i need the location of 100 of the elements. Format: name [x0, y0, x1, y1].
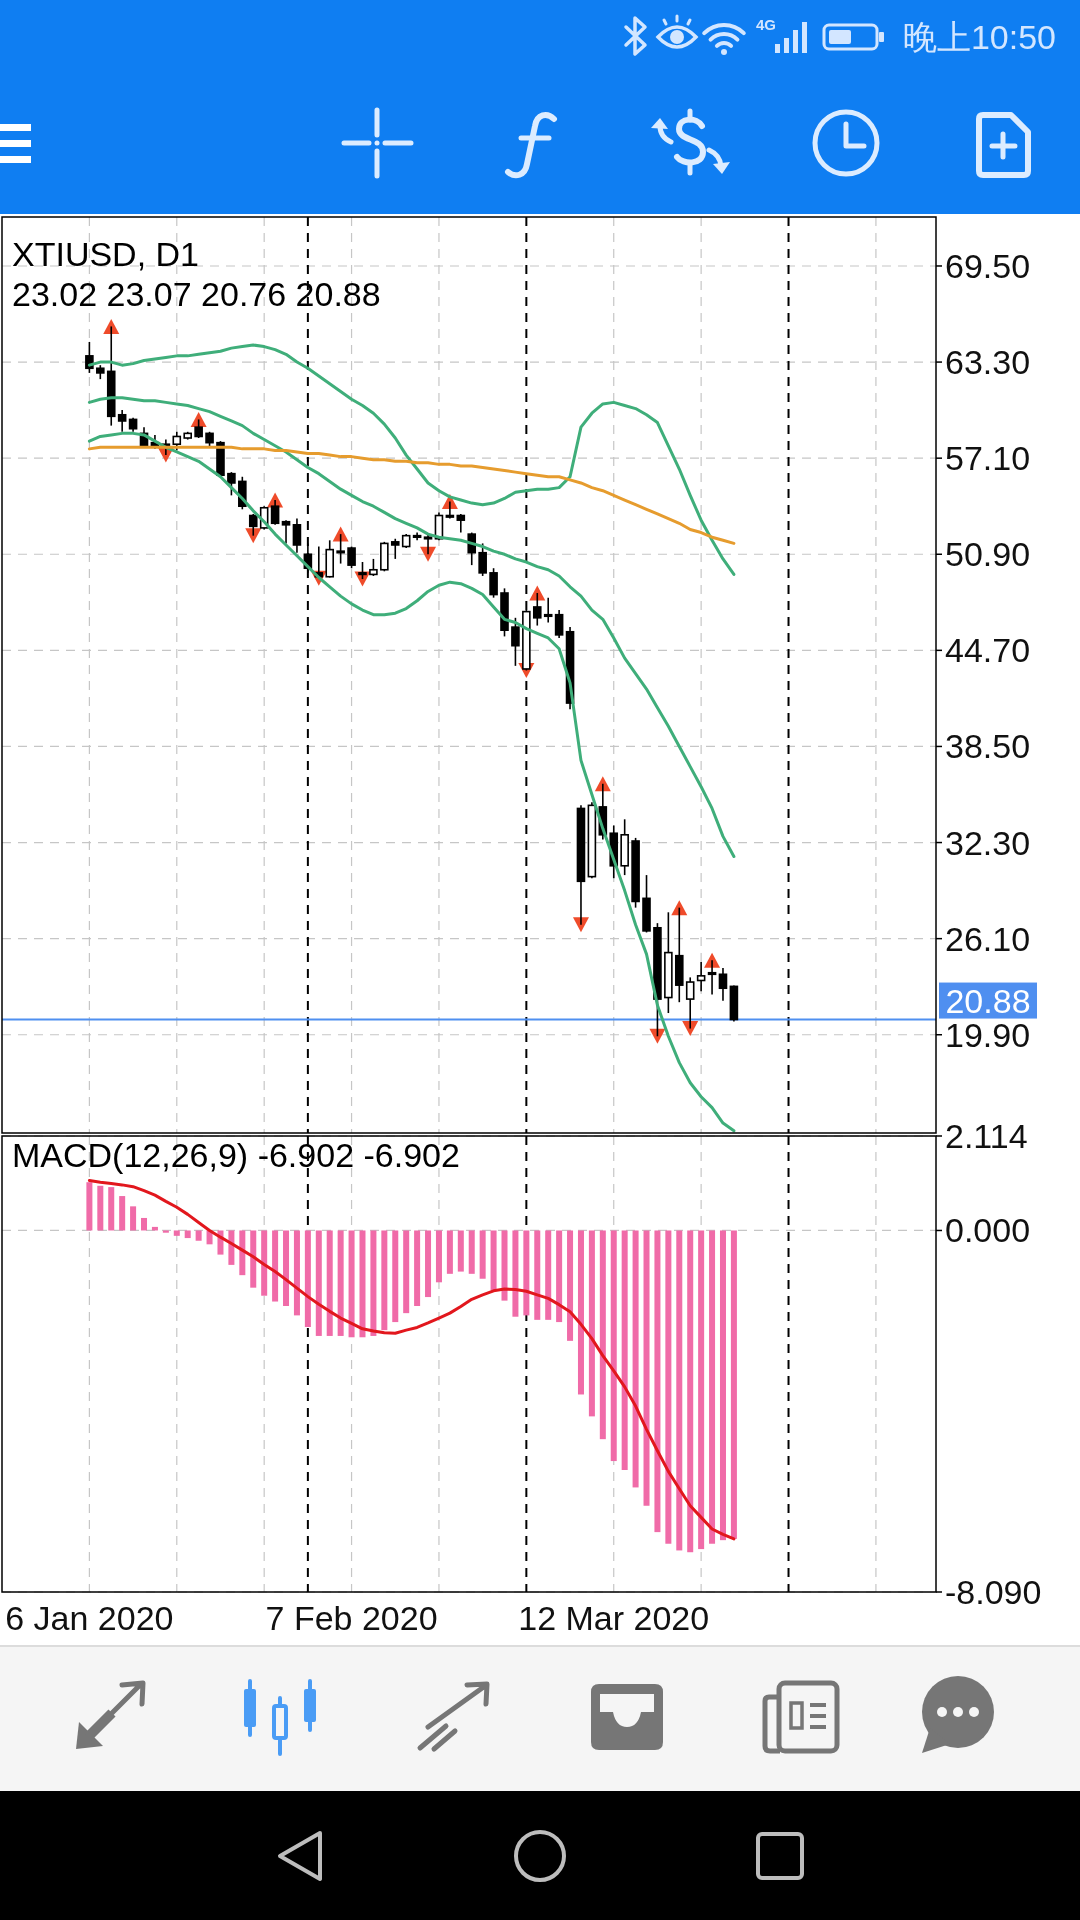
candlestick: [511, 617, 520, 667]
bar: [719, 1230, 726, 1541]
candlestick: [270, 499, 280, 526]
bar: [119, 1196, 126, 1231]
y-tick-label: 32.30: [945, 823, 1031, 862]
text: 4G: [756, 16, 777, 33]
bar: [643, 1230, 650, 1506]
bar: [654, 1230, 661, 1533]
bar: [108, 1187, 115, 1231]
bar: [425, 1230, 432, 1298]
bar: [435, 1230, 442, 1283]
bar: [698, 1230, 705, 1550]
y-tick-label: 38.50: [945, 727, 1031, 766]
x-tick-label: 12 Mar 2020: [518, 1599, 710, 1637]
bar: [304, 1230, 311, 1327]
candlestick: [172, 431, 182, 452]
candlestick: [718, 967, 728, 1002]
bar: [141, 1217, 148, 1231]
bar: [512, 1230, 519, 1317]
bar: [228, 1230, 235, 1265]
line-series: [87, 343, 736, 576]
bar: [173, 1230, 180, 1236]
line-series: [87, 431, 736, 1133]
candlestick: [532, 592, 542, 627]
y-tick-label: 63.30: [945, 343, 1031, 382]
text: XTIUSD, D1: [12, 235, 200, 273]
candlestick: [456, 513, 466, 534]
y-tick-label: 2.114: [945, 1117, 1028, 1155]
candlestick: [554, 609, 564, 639]
candlestick: [478, 542, 487, 577]
bar: [676, 1230, 683, 1551]
candlestick: [445, 500, 455, 520]
bar: [545, 1230, 552, 1320]
bar: [184, 1230, 191, 1239]
bar: [370, 1230, 377, 1336]
bar: [577, 1230, 584, 1395]
line-series: [87, 396, 736, 858]
bar: [730, 1230, 737, 1539]
y-tick-label: 57.10: [945, 439, 1031, 478]
bar: [315, 1230, 322, 1336]
point: [332, 526, 349, 542]
bar: [239, 1230, 246, 1276]
bar: [414, 1230, 421, 1306]
bar: [337, 1230, 344, 1336]
bar: [359, 1230, 366, 1338]
x-tick-label: 6 Jan 2020: [5, 1599, 174, 1637]
candlestick: [390, 537, 400, 560]
bar: [86, 1182, 93, 1231]
bar: [665, 1230, 672, 1544]
bar: [621, 1230, 628, 1470]
y-tick-label: 69.50: [945, 246, 1031, 285]
candlestick: [707, 959, 717, 996]
bar: [457, 1230, 464, 1272]
bar: [468, 1230, 475, 1274]
bar: [403, 1230, 410, 1314]
bar: [632, 1230, 639, 1488]
bar: [293, 1230, 300, 1316]
bar: [446, 1230, 453, 1274]
text: 晚上10:50: [902, 18, 1056, 56]
bar: [195, 1230, 202, 1241]
bar: [588, 1230, 595, 1417]
candlestick: [248, 513, 258, 537]
bar: [272, 1230, 279, 1302]
candlestick: [685, 976, 695, 1030]
bar: [599, 1230, 606, 1440]
y-tick-label: 26.10: [945, 919, 1031, 958]
candlestick: [292, 517, 302, 554]
bar: [250, 1230, 257, 1288]
candlestick: [336, 533, 345, 565]
bar: [97, 1185, 104, 1231]
candlestick: [489, 567, 498, 599]
bar: [610, 1230, 617, 1462]
bar: [283, 1230, 290, 1306]
bar: [490, 1230, 497, 1291]
y-tick-label: 44.70: [945, 631, 1031, 670]
bar: [534, 1230, 541, 1320]
chart-title: MACD(12,26,9) -6.902 -6.902: [12, 1136, 460, 1174]
bar: [687, 1230, 694, 1553]
y-tick-label: 50.90: [945, 535, 1031, 574]
y-tick-label: -8.090: [945, 1573, 1042, 1611]
candlestick: [281, 519, 291, 545]
candlestick: [543, 596, 553, 624]
candlestick: [696, 961, 706, 993]
line-series: [87, 1178, 736, 1541]
candlestick: [227, 471, 236, 497]
bar: [130, 1206, 137, 1231]
candlestick: [117, 409, 127, 433]
bar: [326, 1230, 333, 1336]
y-tick-label: 0.000: [945, 1211, 1031, 1250]
bar: [348, 1230, 355, 1338]
x-tick-label: 7 Feb 2020: [265, 1599, 438, 1637]
bar: [523, 1230, 530, 1316]
bar: [501, 1230, 508, 1301]
bar: [479, 1230, 486, 1279]
bar: [261, 1230, 268, 1296]
text: 23.02 23.07 20.76 20.88: [12, 275, 381, 313]
bar: [556, 1230, 563, 1323]
bar: [567, 1230, 574, 1341]
bar: [709, 1230, 716, 1544]
candlestick: [194, 418, 203, 439]
